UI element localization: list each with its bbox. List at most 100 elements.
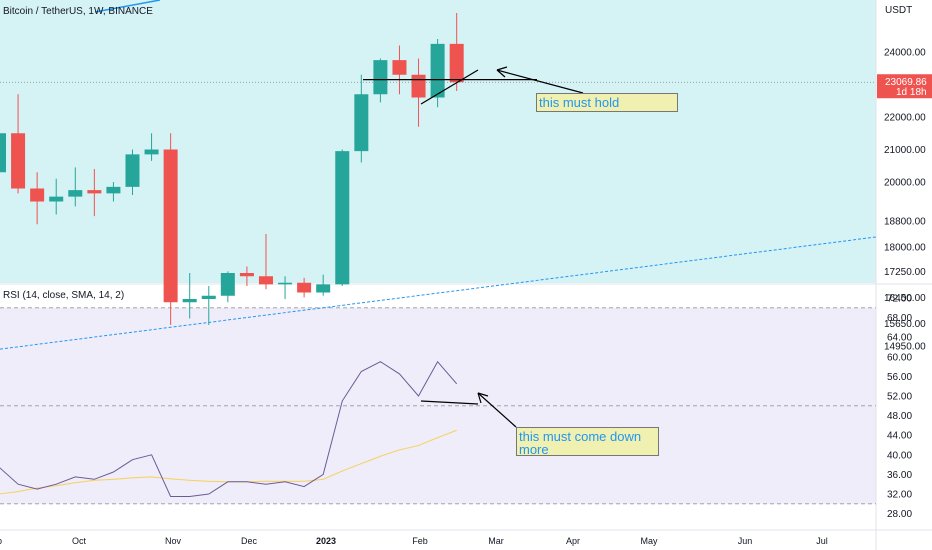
rsi-line [0,360,458,497]
candle [239,266,254,286]
rsi-tick-label: 28.00 [887,509,912,520]
rsi-tick-label: 32.00 [887,490,912,501]
candle [49,178,64,215]
candle-body [373,60,388,95]
rsi-trendline-drawing [420,400,479,405]
candle-body [87,190,102,194]
candle [411,58,426,127]
time-axis-label: Nov [165,536,182,546]
rsi-tick-label: 68.00 [887,313,912,324]
candle-body [11,133,26,189]
candle [430,39,445,108]
candle [163,133,178,325]
price-tick-label: 20000.00 [884,178,926,189]
candle-body [354,94,369,152]
rsi-tick-label: 52.00 [887,392,912,403]
rsi-tick-label: 60.00 [887,352,912,363]
candle [392,45,407,95]
price-tick-label: 18000.00 [884,243,926,254]
rsi-tick-label: 36.00 [887,470,912,481]
candle-body [392,60,407,75]
price-annotation-note[interactable]: this must hold [536,93,678,112]
candle [278,276,293,299]
candle [297,277,312,298]
candle [316,274,331,296]
candle-body [316,284,331,293]
candle-body [239,273,254,277]
price-tick-label: 22000.00 [884,113,926,124]
candle [354,74,369,163]
time-axis-label: Sep [0,536,2,546]
time-axis-label: Jun [738,536,753,546]
candle-body [258,276,273,285]
candle [258,234,273,290]
time-axis-label: Dec [241,536,258,546]
candle [335,149,350,286]
price-badge [877,74,932,99]
rsi-arrow-head [477,392,489,404]
time-axis-label: Feb [412,536,428,546]
rsi-tick-label: 56.00 [887,372,912,383]
candle-body [449,43,464,83]
price-tick-label: 17250.00 [884,267,926,278]
price-badge-countdown: 1d 18h [896,87,927,98]
candle-body [411,74,426,98]
time-axis-label: Jul [816,536,828,546]
candle [11,94,26,194]
candle-body [0,133,6,173]
candle-body [335,151,350,285]
candle [125,149,140,195]
candle-body [297,282,312,293]
price-tick-label: 15650.00 [884,319,926,330]
support-trendline [0,236,877,350]
candle-body [30,188,45,202]
price-tick-label: 16450.00 [884,293,926,304]
candle [68,167,83,207]
time-axis-label: May [640,536,658,546]
price-badge-value: 23069.86 [885,77,927,88]
time-axis-label: Apr [566,536,580,546]
currency-label: USDT [885,5,913,16]
rsi-tick-label: 44.00 [887,431,912,442]
candle [30,172,45,225]
candle-body [106,186,121,194]
candle-body [125,154,140,187]
rsi-tick-label: 64.00 [887,333,912,344]
price-tick-label: 14950.00 [884,342,926,353]
time-axis-label: 2023 [316,536,336,546]
time-axis-label: Mar [488,536,504,546]
candle-body [201,295,216,299]
channel-trendline-top [94,0,161,13]
candle-body [163,149,178,303]
candle [0,133,6,173]
rsi-tick-label: 40.00 [887,450,912,461]
candle-body [144,149,159,155]
price-tick-label: 24000.00 [884,48,926,59]
rsi-tick-label: 48.00 [887,411,912,422]
price-tick-label: 21000.00 [884,145,926,156]
candle [182,273,197,319]
candle [144,133,159,161]
rsi-arrow-shaft [477,392,517,428]
rising-trendline-drawing [420,69,479,105]
candle [106,182,121,202]
candle-body [68,190,83,197]
candle-body [49,196,64,202]
price-arrow-shaft [496,69,584,94]
rsi-indicator-label[interactable]: RSI (14, close, SMA, 14, 2) [3,290,125,301]
candle [220,271,235,303]
symbol-title: Bitcoin / TetherUS, 1W, BINANCE [3,6,153,17]
candle-body [278,282,293,285]
candle-body [182,299,197,303]
candle-body [220,273,235,296]
candle [373,58,388,103]
candle [87,169,102,217]
candle-body [430,43,445,98]
candle [449,13,464,91]
rsi-annotation-note[interactable]: this must come down more [516,427,659,456]
time-axis-label: Oct [72,536,87,546]
rsi-tick-label: 72.00 [887,294,912,305]
candle [201,286,216,325]
price-arrow-head [496,66,508,78]
